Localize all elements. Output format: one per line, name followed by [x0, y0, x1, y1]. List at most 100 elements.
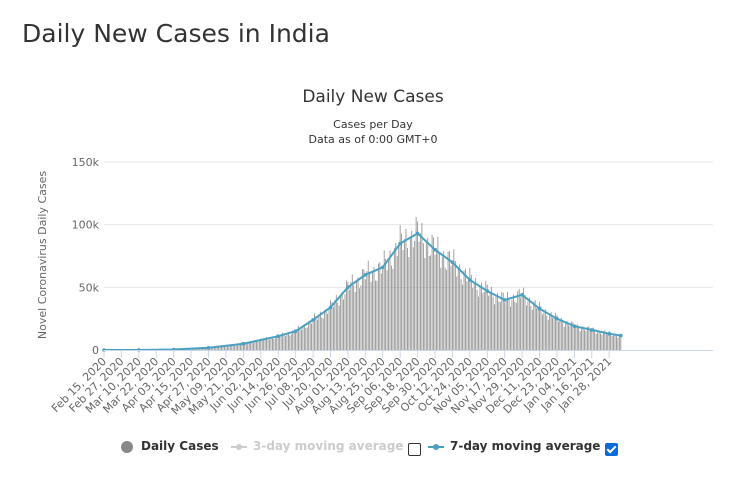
bar [550, 311, 552, 350]
bar [325, 308, 327, 350]
bar [579, 331, 581, 350]
bar [407, 248, 408, 350]
point-7-day-average [537, 306, 542, 311]
bar [430, 255, 432, 350]
bar [213, 347, 215, 350]
point-7-day-average [346, 285, 350, 290]
bar [341, 292, 343, 350]
bar [305, 328, 307, 350]
bar [280, 334, 282, 350]
bar [528, 297, 530, 350]
bar [276, 334, 278, 350]
bar [441, 256, 443, 350]
bar [530, 306, 532, 350]
bar [457, 269, 459, 350]
bar [256, 340, 257, 350]
bar [232, 344, 234, 350]
bar [317, 319, 318, 350]
bar [257, 341, 259, 350]
bar [330, 300, 331, 350]
bar [402, 250, 404, 350]
bar [209, 347, 211, 350]
bar [575, 326, 577, 350]
bar [492, 296, 494, 350]
bar [225, 346, 227, 350]
legend-item-3-day-average[interactable]: 3-day moving average [231, 439, 403, 453]
legend-dot-icon [121, 440, 133, 453]
bar [524, 294, 526, 350]
bar [412, 247, 414, 350]
bar [443, 251, 445, 350]
bar [351, 274, 353, 350]
bar [231, 345, 233, 350]
bar [199, 348, 201, 350]
bar [415, 216, 417, 350]
bar [614, 333, 616, 350]
bar [578, 327, 580, 350]
point-7-day-average [450, 260, 455, 265]
bar [559, 320, 561, 350]
bar [311, 323, 312, 350]
bar [274, 337, 276, 350]
bar [543, 312, 545, 350]
y-tick-label: 50k [79, 281, 100, 294]
bar [369, 271, 371, 350]
bar [314, 313, 315, 350]
legend-line-marker-icon [231, 441, 247, 453]
bar [373, 266, 375, 350]
bar [510, 306, 511, 350]
legend-line-marker-icon [428, 441, 444, 453]
bar [229, 345, 231, 350]
bar [521, 294, 523, 350]
bar [552, 317, 553, 350]
bar [263, 339, 265, 350]
bar [228, 344, 230, 350]
bar [315, 316, 317, 350]
bar [425, 242, 427, 350]
bar [489, 292, 491, 350]
bar [292, 330, 294, 350]
bar [302, 325, 304, 350]
bar [598, 330, 600, 350]
bar [343, 299, 344, 350]
bar [377, 263, 379, 350]
bar [499, 301, 501, 350]
bar [456, 276, 458, 350]
bar [427, 237, 429, 350]
bar [391, 265, 392, 350]
bar [424, 258, 426, 350]
bar [478, 296, 479, 350]
point-7-day-average [433, 247, 437, 252]
bar [611, 336, 613, 350]
legend-label-3-day-average: 3-day moving average [253, 439, 404, 453]
checkbox-7-day-average[interactable] [605, 443, 618, 456]
bar [537, 308, 539, 350]
y-axis-ticks: 0 50k 100k 150k [72, 156, 100, 357]
point-7-day-average [572, 324, 577, 328]
bar [245, 342, 247, 350]
legend-item-7-day-average[interactable]: 7-day moving average [428, 439, 600, 453]
bar [565, 323, 567, 350]
bar [261, 339, 263, 350]
bar [215, 347, 217, 350]
point-7-day-average [415, 231, 420, 236]
bar [453, 249, 455, 350]
checkbox-3-day-average[interactable] [408, 443, 421, 456]
bar [568, 325, 569, 350]
bar [327, 313, 328, 350]
bar [362, 269, 363, 350]
bar [235, 345, 237, 350]
bar [328, 309, 330, 350]
bar [279, 336, 281, 350]
legend-item-daily-cases[interactable]: Daily Cases [121, 439, 219, 453]
bar [383, 250, 385, 350]
bar [388, 258, 389, 350]
point-7-day-average [311, 318, 315, 322]
bar [248, 341, 250, 350]
bar [467, 279, 469, 350]
bar [549, 314, 551, 350]
bar [417, 221, 418, 350]
bar [272, 337, 273, 350]
